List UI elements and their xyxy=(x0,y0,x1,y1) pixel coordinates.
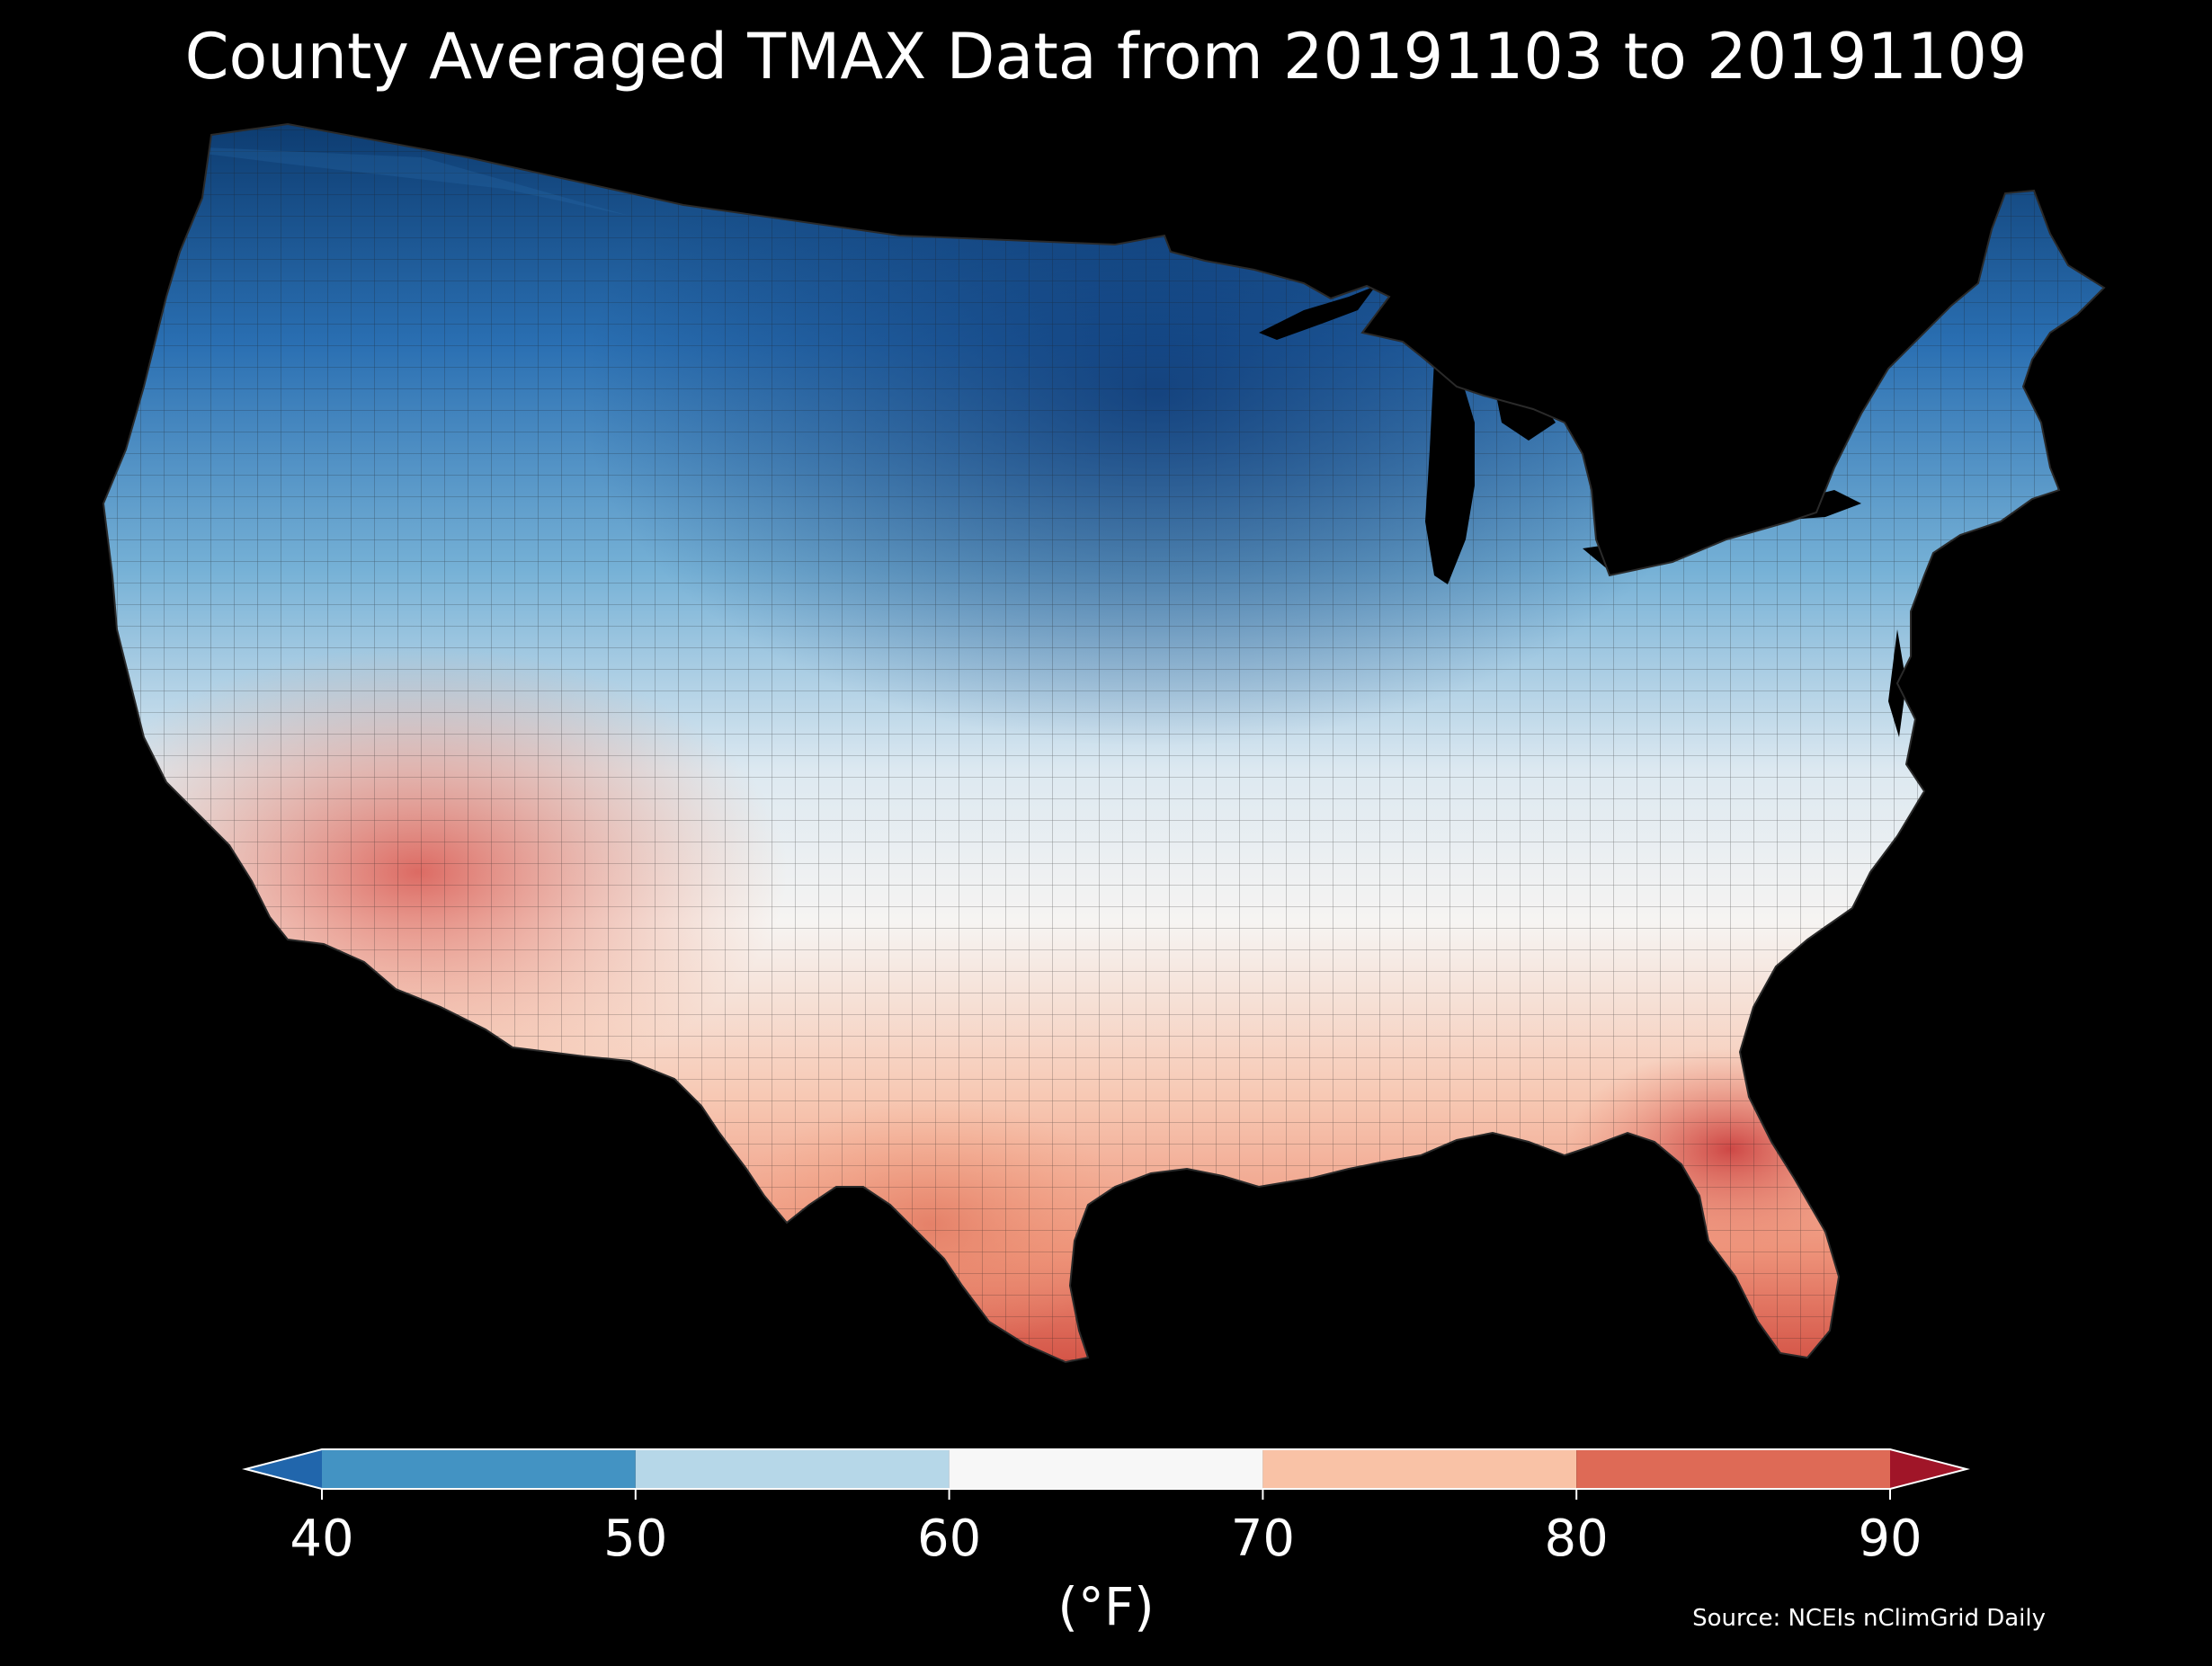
colorbar-bin-60-70 xyxy=(949,1449,1263,1489)
colorbar-bin-70-80 xyxy=(1262,1449,1577,1489)
great-lakes xyxy=(1259,286,1906,737)
colorbar-tick-label: 90 xyxy=(1858,1510,1922,1568)
colorbar-tick-label: 60 xyxy=(916,1510,982,1568)
source-credit: Source: NCEIs nClimGrid Daily xyxy=(1692,1605,2046,1632)
colorbar-bin-40-50 xyxy=(322,1449,636,1489)
map-title: County Averaged TMAX Data from 20191103 … xyxy=(184,20,2028,94)
colorbar-over-arrow xyxy=(1890,1449,1967,1489)
colorbar-tick-label: 40 xyxy=(290,1510,354,1568)
colorbar-bin-80-90 xyxy=(1576,1449,1890,1489)
colorbar-tick-label: 70 xyxy=(1230,1510,1296,1568)
colorbar-under-arrow xyxy=(245,1449,322,1489)
colorbar-tick-label: 50 xyxy=(603,1510,668,1568)
colorbar-unit-label: (°F) xyxy=(1057,1576,1155,1637)
colorbar-bin-50-60 xyxy=(635,1449,950,1489)
colorbar-tick-label: 80 xyxy=(1544,1510,1609,1568)
